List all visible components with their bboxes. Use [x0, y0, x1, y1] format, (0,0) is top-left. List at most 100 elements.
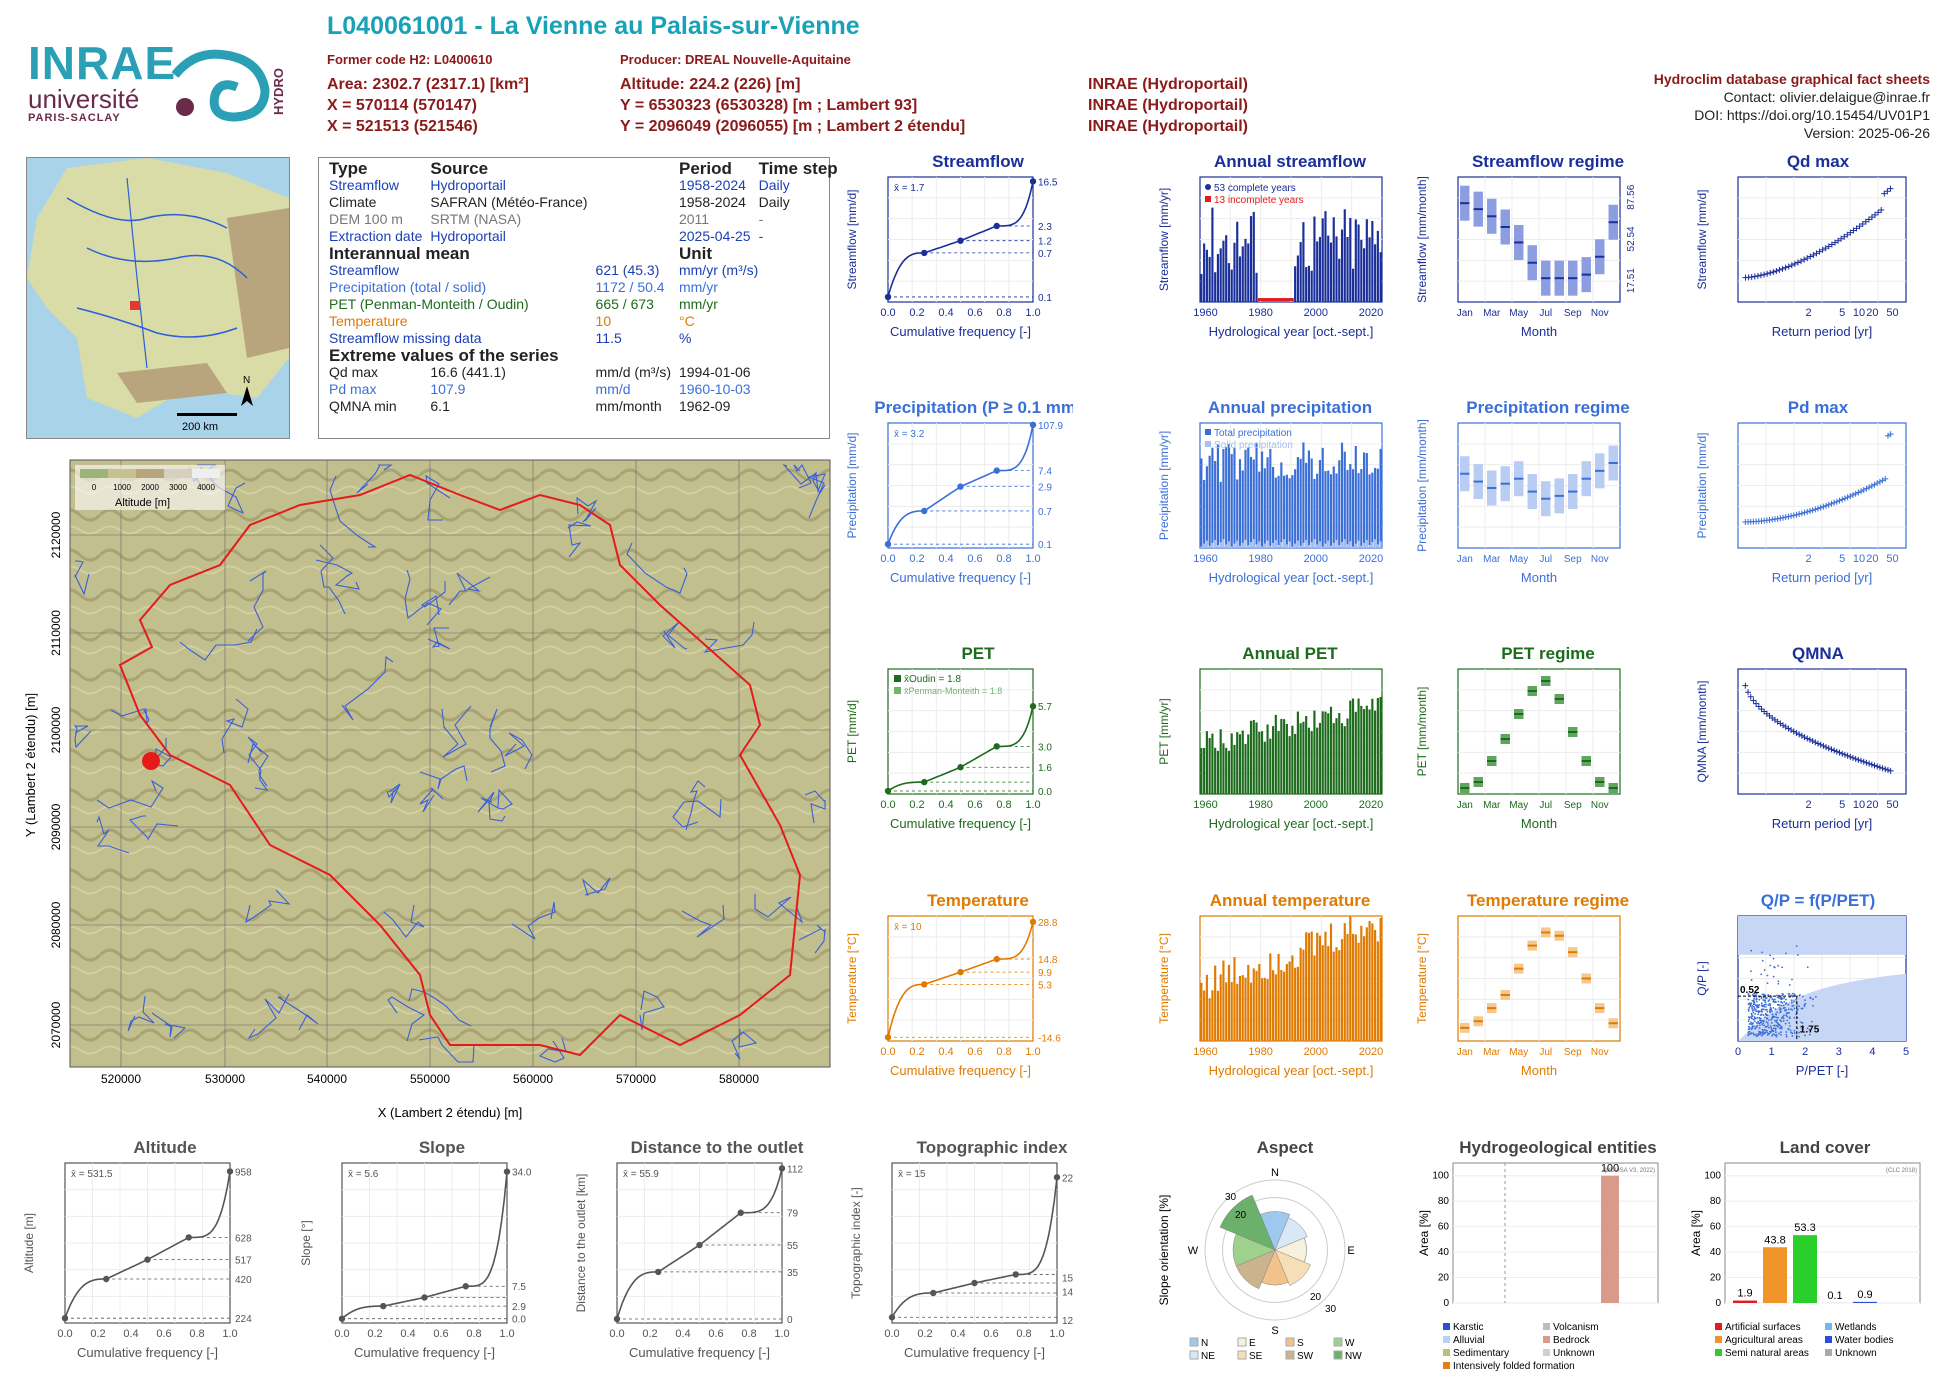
- annual_precipitation-bar: [1374, 467, 1377, 548]
- th-source: Source: [430, 159, 489, 178]
- solid-precip-bar: [1332, 542, 1335, 548]
- annual_pet-bar: [1255, 722, 1258, 794]
- annual_temperature-bar: [1249, 982, 1253, 1041]
- y-axis-label: Precipitation [mm/yr]: [1157, 431, 1171, 540]
- qmna-point: [1750, 697, 1757, 704]
- annual_streamflow-bar: [1327, 235, 1330, 302]
- annual_temperature-bar: [1258, 964, 1261, 1041]
- annual_precipitation-bar: [1285, 474, 1288, 548]
- annual_precipitation-bar: [1351, 469, 1355, 548]
- qp-point: [1762, 1022, 1765, 1025]
- streamflow_regime-title: Streamflow regime: [1472, 152, 1624, 171]
- qp-point: [1765, 1017, 1768, 1020]
- france-minimap: 200 km N: [26, 157, 290, 439]
- qmna-point: [1876, 764, 1883, 771]
- x-tick-label: Jul: [1539, 1047, 1552, 1058]
- source-2: INRAE (Hydroportail): [1088, 97, 1248, 114]
- catchment-boundary: [118, 473, 802, 1057]
- legend-label: Agricultural areas: [1725, 1335, 1803, 1346]
- solid-precip-bar: [1263, 543, 1266, 548]
- solid-precip-bar: [1280, 542, 1283, 548]
- qp-point: [1773, 998, 1776, 1001]
- qp-point: [1780, 1020, 1783, 1023]
- qp-point: [1798, 1005, 1801, 1008]
- solid-precip-bar: [1269, 545, 1272, 548]
- annual_temperature-bar: [1365, 927, 1368, 1041]
- x-tick-label: 0.8: [996, 553, 1011, 565]
- qp-point: [1760, 1009, 1763, 1012]
- qp-point: [1779, 1024, 1781, 1027]
- annual_pet-bar: [1294, 733, 1297, 794]
- altitude-info: Altitude: 224.2 (226) [m]: [620, 76, 801, 93]
- qp-point: [1804, 1034, 1806, 1037]
- qp-point: [1771, 998, 1774, 1000]
- annual_temperature-bar: [1368, 920, 1371, 1041]
- x-tick-label: 0.6: [967, 307, 982, 319]
- solid-precip-bar: [1285, 544, 1288, 548]
- mean-label: x̄ = 3.2: [894, 429, 925, 440]
- solid-precip-bar: [1379, 541, 1382, 548]
- annual_precipitation-bar: [1269, 448, 1272, 548]
- qp-point: [1760, 997, 1763, 1000]
- x-tick-label: 0.8: [466, 1328, 481, 1340]
- pd_max-point: [1798, 510, 1805, 517]
- annual_pet-bar: [1291, 725, 1294, 794]
- annual_pet-bar: [1285, 724, 1288, 794]
- aspect-title: Aspect: [1257, 1138, 1314, 1157]
- qp-point: [1782, 993, 1784, 996]
- qp-point: [1771, 1030, 1774, 1032]
- streamflow-chart: Streamflow 16.5 2.3 1.20.7 0.1 0.0 0.2 0.4 0.6 0.…: [845, 152, 1058, 339]
- qd_max-point: [1810, 251, 1817, 258]
- solid-precip-bar: [1310, 542, 1313, 548]
- qp-point: [1772, 1027, 1775, 1030]
- annual_precipitation-bar: [1200, 458, 1203, 548]
- x-axis-label: Hydrological year [oct.-sept.]: [1209, 1063, 1374, 1078]
- solid-precip-bar: [1349, 541, 1352, 548]
- right-tick-label: 0: [787, 1315, 793, 1326]
- annual_temperature-bar: [1271, 970, 1275, 1041]
- x-tick-label: 0.4: [938, 553, 953, 565]
- annual_precipitation-bar: [1216, 444, 1220, 548]
- qp-point: [1747, 998, 1750, 1001]
- qp-point: [1778, 997, 1780, 999]
- solid-precip-bar: [1305, 539, 1308, 548]
- qp-point: [1793, 1016, 1796, 1019]
- x-tick-label: 0.0: [884, 1328, 899, 1340]
- x-tick-label: 0.0: [57, 1328, 72, 1340]
- annual_temperature-bar: [1362, 936, 1366, 1041]
- legend-swatch: [1285, 1337, 1295, 1347]
- y-axis-label: QMNA [mm/month]: [1695, 680, 1709, 782]
- qp-point: [1782, 1020, 1785, 1022]
- pd_max-point: [1847, 493, 1854, 500]
- x-tick-label: May: [1509, 800, 1528, 811]
- qp-point: [1747, 993, 1750, 995]
- qp-point: [1753, 1017, 1756, 1020]
- x-tick-label: Jul: [1539, 800, 1552, 811]
- qp-point: [1758, 1003, 1761, 1006]
- qmna-point: [1841, 751, 1848, 758]
- topographic_index-point: [930, 1289, 937, 1297]
- map-river: [681, 904, 725, 938]
- qmna-point: [1849, 754, 1856, 761]
- logo-paris-text: PARIS-SACLAY: [28, 112, 121, 124]
- altitude-chart: Altitude 958 628 517 420 224 0.0 0.2 0.4 0.6 0.8 1.…: [22, 1138, 252, 1360]
- annual_streamflow-bar: [1376, 230, 1379, 302]
- annual_temperature-bar: [1338, 950, 1341, 1041]
- qp-point: [1771, 1017, 1773, 1020]
- solid-precip-bar: [1299, 545, 1302, 548]
- annual_streamflow-bar: [1374, 244, 1377, 302]
- qp-point: [1770, 1018, 1773, 1021]
- x-tick-label: 0.2: [909, 307, 924, 319]
- solid-precip-bar: [1374, 539, 1377, 548]
- qp-point: [1753, 1001, 1755, 1004]
- annual_precipitation-bar: [1230, 454, 1233, 548]
- annual_precipitation-bar: [1266, 457, 1269, 548]
- annual_pet-bar: [1310, 731, 1313, 794]
- qp-point: [1795, 945, 1798, 948]
- annual_precipitation-bar: [1288, 478, 1291, 548]
- altitude-legend-tick: 0: [92, 483, 97, 492]
- x-tick-label: Jul: [1539, 308, 1552, 319]
- legend-label: Wetlands: [1835, 1322, 1877, 1333]
- annual_precipitation-bar: [1203, 479, 1206, 548]
- annual_precipitation-bar: [1324, 471, 1327, 548]
